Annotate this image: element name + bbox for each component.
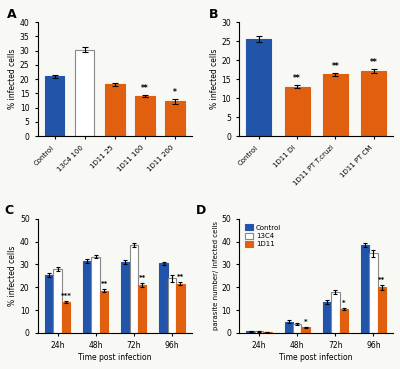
Bar: [361, 245, 369, 333]
X-axis label: Time post infection: Time post infection: [78, 353, 152, 362]
Bar: [340, 309, 348, 333]
Bar: [323, 302, 331, 333]
Bar: [285, 87, 310, 136]
Bar: [246, 39, 271, 136]
Y-axis label: parasite number/ infected cells: parasite number/ infected cells: [212, 221, 218, 330]
Bar: [62, 302, 70, 333]
Bar: [53, 269, 62, 333]
Bar: [75, 50, 94, 136]
Text: C: C: [4, 204, 13, 217]
Bar: [160, 263, 168, 333]
Bar: [323, 74, 348, 136]
Text: B: B: [209, 7, 218, 21]
Bar: [369, 253, 378, 333]
Y-axis label: % infected cells: % infected cells: [210, 49, 218, 109]
Bar: [121, 262, 130, 333]
Bar: [361, 71, 386, 136]
Text: **: **: [177, 275, 184, 280]
Bar: [165, 101, 185, 136]
Bar: [378, 287, 386, 333]
Text: *: *: [342, 300, 346, 306]
X-axis label: Time post infection: Time post infection: [280, 353, 353, 362]
Bar: [45, 275, 53, 333]
Bar: [284, 321, 293, 333]
Text: **: **: [100, 281, 108, 287]
Legend: Control, 13C4, 1D11: Control, 13C4, 1D11: [243, 223, 283, 249]
Text: **: **: [139, 275, 146, 282]
Text: **: **: [141, 84, 149, 93]
Bar: [130, 245, 138, 333]
Bar: [263, 332, 272, 333]
Text: D: D: [196, 204, 207, 217]
Bar: [331, 292, 340, 333]
Text: **: **: [332, 62, 339, 71]
Text: ***: ***: [60, 293, 71, 299]
Y-axis label: % infected cells: % infected cells: [8, 246, 17, 306]
Bar: [301, 327, 310, 333]
Bar: [45, 76, 64, 136]
Bar: [135, 96, 154, 136]
Bar: [293, 324, 301, 333]
Bar: [168, 278, 176, 333]
Bar: [83, 261, 92, 333]
Bar: [176, 284, 185, 333]
Bar: [92, 256, 100, 333]
Text: **: **: [378, 277, 386, 283]
Bar: [246, 331, 255, 333]
Bar: [100, 291, 108, 333]
Text: A: A: [7, 7, 17, 21]
Text: *: *: [304, 319, 307, 325]
Bar: [105, 84, 124, 136]
Bar: [255, 331, 263, 333]
Text: **: **: [293, 74, 301, 83]
Bar: [138, 285, 146, 333]
Text: *: *: [173, 88, 177, 97]
Y-axis label: % infected cells: % infected cells: [8, 49, 17, 109]
Text: **: **: [370, 58, 378, 67]
